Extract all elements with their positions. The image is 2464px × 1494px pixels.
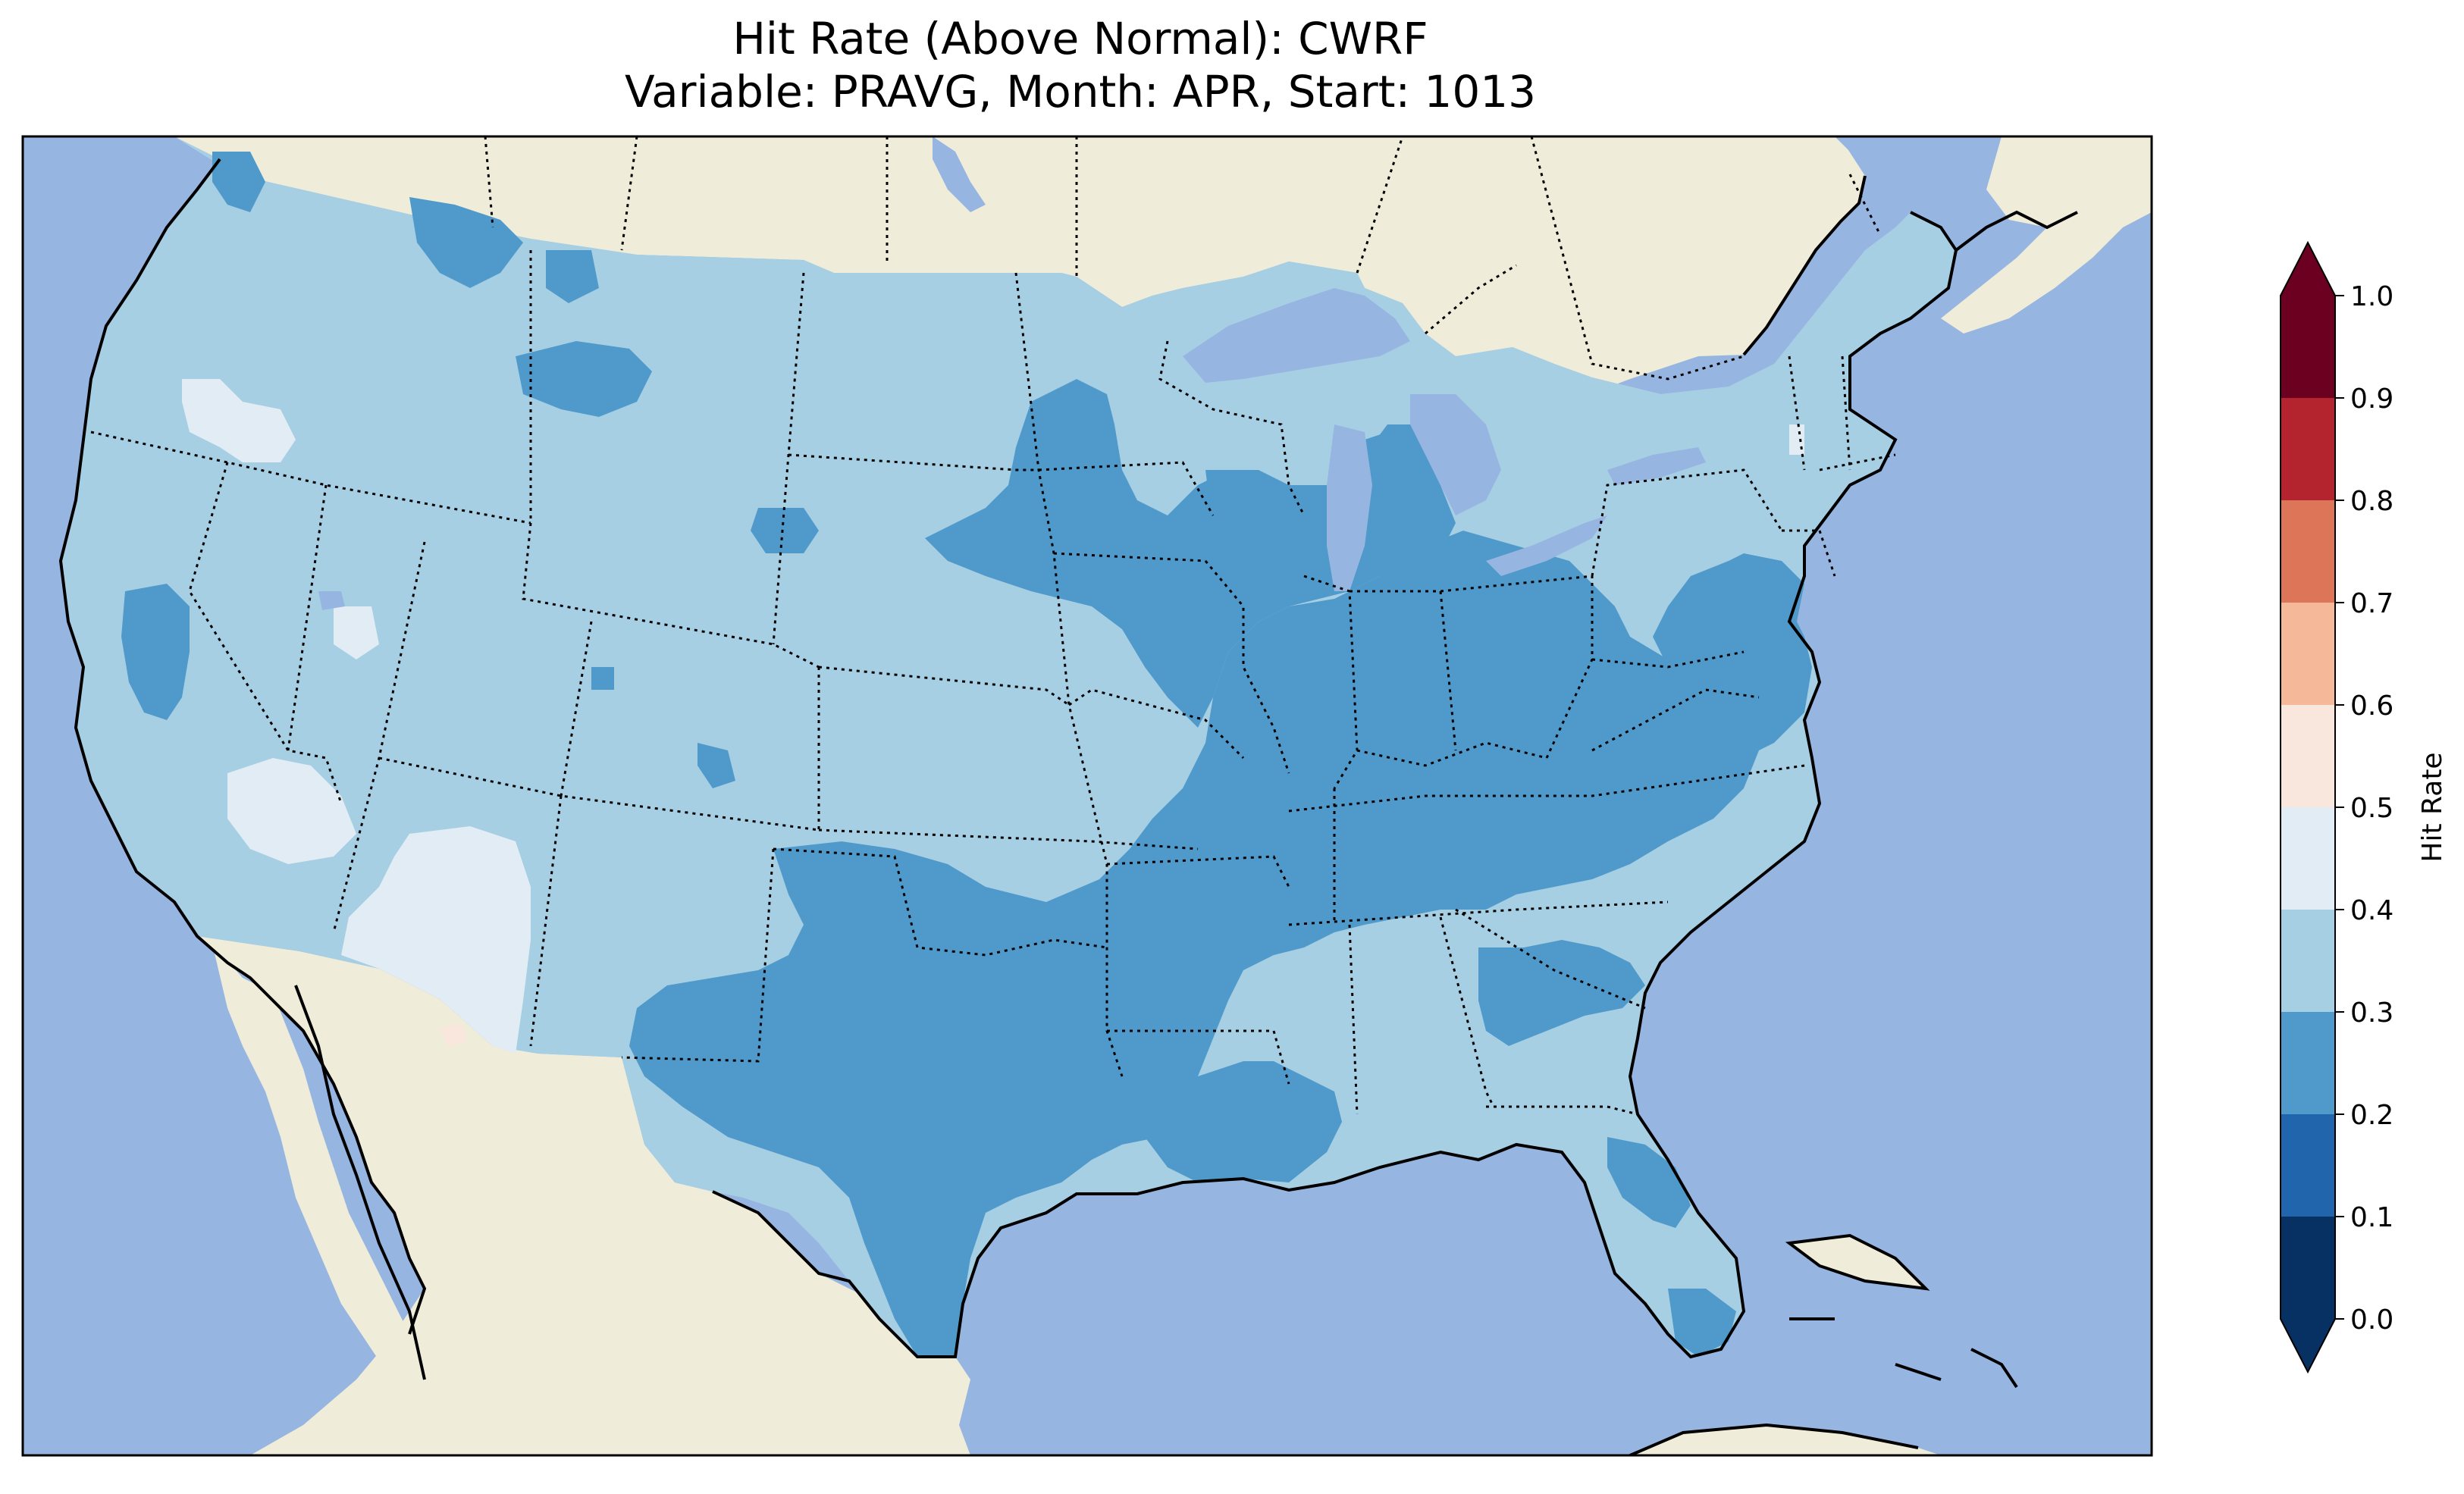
region-southcentral [629,531,1759,1357]
region-utah [334,606,379,659]
region-idaho-north [409,197,523,288]
region-montana-west [546,250,599,303]
colorbar-tick-label: 1.0 [2350,281,2393,312]
mexico-land [197,936,970,1455]
region-colorado [591,667,614,690]
colorbar-tick-label: 0.9 [2350,384,2393,415]
south-america-land [1630,1425,1941,1455]
region-nevada-south [227,758,356,864]
colorbar-tick-label: 0.6 [2350,691,2393,722]
colorbar-extend-max [2281,243,2335,296]
colorbar-tick-label: 0.0 [2350,1305,2393,1336]
region-florida [1607,1137,1691,1228]
hit-rate-0.2-0.3-regions [121,152,1812,1357]
great-salt-lake [318,591,345,610]
region-nm-east [698,743,735,788]
lake-superior [1183,288,1410,383]
region-new-york [1789,424,1804,455]
colorbar-bin-7 [2281,500,2335,603]
region-oregon-east [182,379,296,462]
colorbar-bin-0 [2281,1217,2335,1319]
colorbar-title: Hit Rate [2417,752,2448,862]
chart-title-line2: Variable: PRAVG, Month: APR, Start: 1013 [624,66,1537,117]
region-nj-penn [1698,553,1804,652]
region-florida-south [1668,1289,1736,1357]
lake-ontario [1607,447,1706,485]
lake-huron [1410,394,1501,515]
colorbar-bin-4 [2281,807,2335,910]
colorbar-bin-6 [2281,603,2335,705]
colorbar-tick-label: 0.3 [2350,998,2393,1029]
region-california [121,584,190,720]
baja-land [212,944,425,1395]
region-arizona-south [440,1023,466,1046]
coastlines [58,158,2078,1455]
lake-erie [1486,515,1607,576]
colorbar-bin-2 [2281,1012,2335,1114]
colorbar-bin-3 [2281,910,2335,1012]
colorbar-bin-8 [2281,398,2335,500]
chart-title-line1: Hit Rate (Above Normal): CWRF [732,13,1428,64]
region-montana [516,341,652,417]
colorbar-tick-label: 0.7 [2350,588,2393,619]
colorbar-tick-label: 0.5 [2350,793,2393,824]
colorbar-tick-label: 0.1 [2350,1202,2393,1233]
country-borders [484,136,1882,381]
colorbar-tick-label: 0.2 [2350,1100,2393,1131]
cuba-land [1789,1236,1926,1289]
great-lakes [318,136,1706,610]
map-frame [21,135,2153,1457]
colorbar: 0.0 0.1 0.2 0.3 0.4 0.5 0.6 0.7 0.8 0.9 1.0 Hit Rat… [2280,240,2448,1374]
hit-rate-0.4-0.5-regions [182,379,1804,1054]
region-louisiana [1145,1061,1342,1182]
state-borders [90,250,1896,1116]
region-midwest [925,379,1456,728]
newfoundland-land [2047,167,2123,212]
colorbar-bin-9 [2281,296,2335,398]
canada-land [174,136,1865,599]
lake-winnipeg-area [933,136,986,212]
region-arizona [341,826,531,1054]
region-nebraska [751,508,819,553]
region-georgia [1478,940,1645,1046]
region-washington [212,152,265,212]
colorbar-bin-1 [2281,1114,2335,1217]
colorbar-bin-5 [2281,705,2335,807]
lake-michigan [1327,424,1372,591]
region-wisconsin-michigan [1205,470,1289,568]
colorbar-extend-min [2281,1319,2335,1372]
colorbar-tick-label: 0.8 [2350,486,2393,517]
map-panel [23,136,2152,1455]
colorbar-tick-label: 0.4 [2350,895,2393,926]
